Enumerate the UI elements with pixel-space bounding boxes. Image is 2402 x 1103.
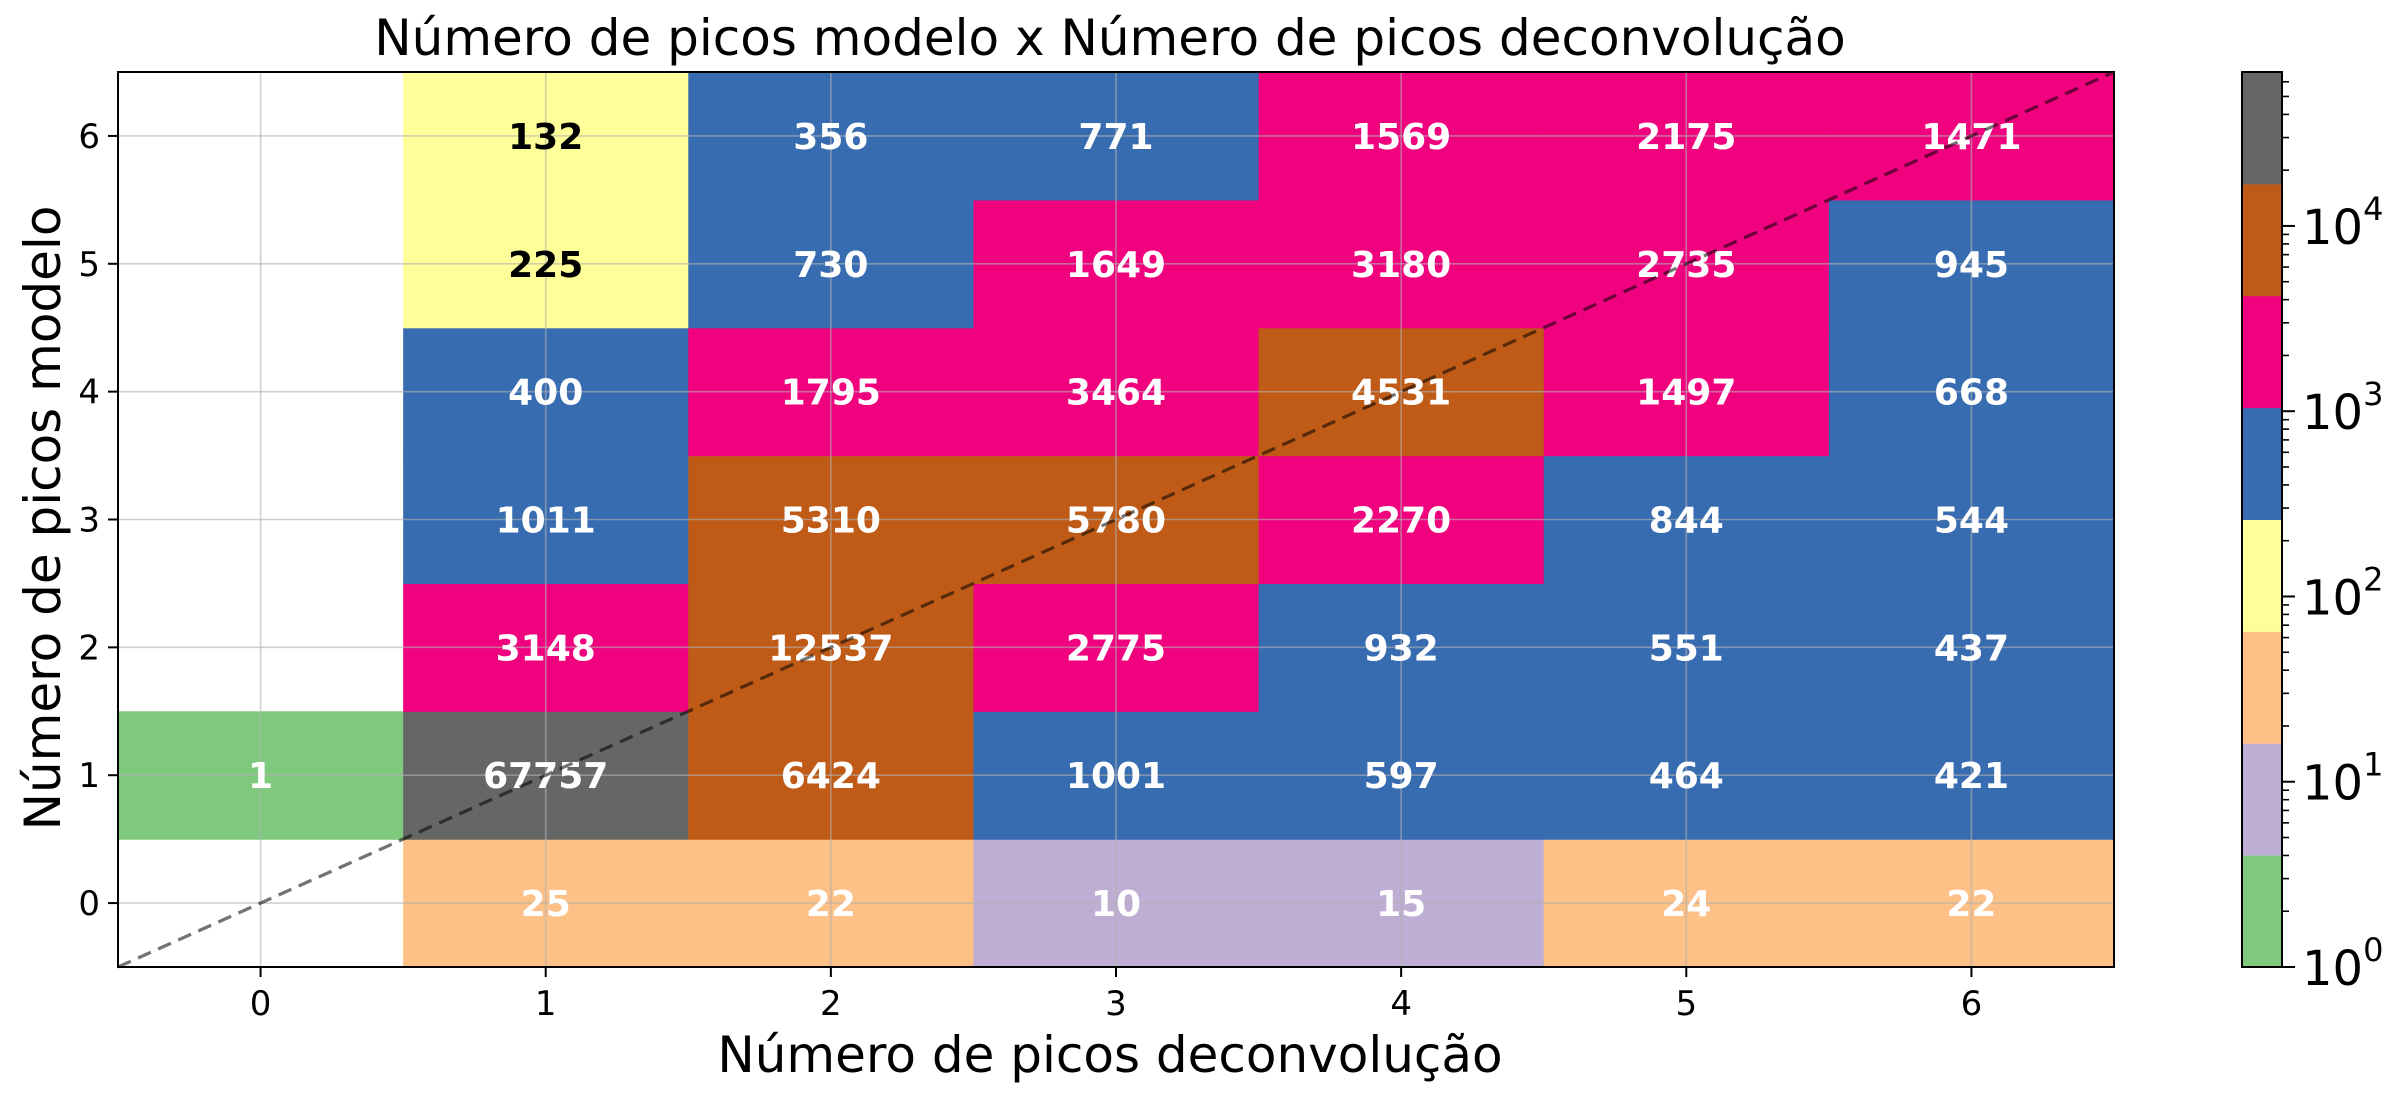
chart-title: Número de picos modelo x Número de picos… [374,9,1846,67]
y-tick-label: 6 [78,117,100,157]
cell-value-label: 2175 [1636,117,1736,158]
x-tick-label: 6 [1961,984,1983,1024]
cell-value-label: 1497 [1636,373,1736,414]
cell-value-label: 932 [1364,628,1439,669]
cell-value-label: 464 [1649,756,1724,797]
colorbar-tick-label: 104 [2302,190,2383,256]
colorbar-band [2242,72,2282,185]
cell-value-label: 3180 [1351,245,1451,286]
colorbar-band [2242,295,2282,409]
cell-value-label: 2270 [1351,501,1451,542]
cell-labels: 2522101524221677576424100159746442131481… [248,117,2021,925]
y-axis-label: Número de picos modelo [14,206,72,831]
y-tick-label: 1 [78,756,100,796]
colorbar-band [2242,855,2282,968]
cell-value-label: 945 [1934,245,2009,286]
cell-value-label: 3464 [1066,373,1166,414]
diagonal-line [117,70,2115,969]
cell-value-label: 356 [793,117,868,158]
grid-lines [118,72,2114,967]
cell-value-label: 1011 [496,501,596,542]
cell-value-label: 771 [1078,117,1153,158]
x-tick-label: 0 [250,984,272,1024]
y-tick-label: 0 [78,884,100,924]
colorbar-band [2242,743,2282,856]
cell-value-label: 551 [1649,628,1724,669]
cell-value-label: 132 [508,117,583,158]
cell-value-label: 437 [1934,628,2009,669]
cell-value-label: 1795 [781,373,881,414]
cell-value-label: 6424 [781,756,881,797]
y-tick-label: 4 [78,373,100,413]
y-axis-ticks: 0 1 2 3 4 5 6 [78,117,118,924]
y-tick-label: 2 [78,628,100,668]
x-tick-label: 4 [1390,984,1412,1024]
colorbar-band [2242,519,2282,632]
cell-value-label: 225 [508,245,583,286]
cell-value-label: 544 [1934,501,2009,542]
cell-value-label: 1001 [1066,756,1166,797]
cell-value-label: 1569 [1351,117,1451,158]
x-tick-label: 1 [535,984,557,1024]
cell-value-label: 668 [1934,373,2009,414]
cell-value-label: 2775 [1066,628,1166,669]
colorbar-tick-label: 100 [2302,931,2383,997]
cell-value-label: 24 [1661,884,1711,925]
colorbar-band [2242,407,2282,520]
colorbar-band [2242,631,2282,744]
diagonal-line [117,70,2115,969]
cell-value-label: 22 [1946,884,1996,925]
x-tick-label: 5 [1675,984,1697,1024]
y-tick-label: 5 [78,245,100,285]
cell-value-label: 844 [1649,501,1724,542]
cell-value-label: 3148 [496,628,596,669]
colorbar-band [2242,183,2282,297]
colorbar-tick-label: 101 [2302,746,2383,812]
colorbar: 100 101 102 103 104 [2241,71,2383,997]
cell-value-label: 730 [793,245,868,286]
cell-value-label: 15 [1376,884,1426,925]
colorbar-tick-label: 103 [2302,375,2383,441]
cell-value-label: 10 [1091,884,1141,925]
cell-value-label: 400 [508,373,583,414]
x-axis-ticks: 0 1 2 3 4 5 6 [250,967,1982,1024]
cell-value-label: 22 [806,884,856,925]
cell-value-label: 421 [1934,756,2009,797]
x-tick-label: 2 [820,984,842,1024]
y-tick-label: 3 [78,501,100,541]
cell-value-label: 597 [1364,756,1439,797]
cell-value-label: 25 [521,884,571,925]
x-tick-label: 3 [1105,984,1127,1024]
cell-value-label: 1 [248,756,273,797]
x-axis-label: Número de picos deconvolução [717,1026,1502,1084]
cell-value-label: 5310 [781,501,881,542]
cell-value-label: 1649 [1066,245,1166,286]
colorbar-frame [2241,71,2283,968]
colorbar-tick-label: 102 [2302,560,2383,626]
cell-value-label: 5780 [1066,501,1166,542]
